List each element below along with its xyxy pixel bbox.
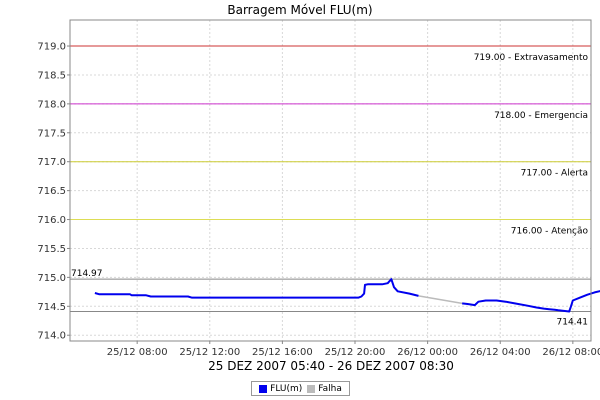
y-tick-label: 717.5: [37, 128, 66, 139]
legend-label-falha: Falha: [318, 383, 342, 394]
y-tick-label: 718.0: [37, 99, 66, 110]
y-tick-label: 716.0: [37, 215, 66, 226]
plot-background: [70, 20, 591, 341]
chart-title: Barragem Móvel FLU(m): [227, 3, 373, 17]
legend-swatch-flu: [259, 384, 268, 393]
series-line-flu-m: [94, 278, 419, 299]
y-tick-label: 715.0: [37, 273, 66, 284]
x-tick-label: 25/12 12:00: [179, 347, 240, 358]
legend-item-falha: Falha: [307, 384, 342, 394]
x-tick-label: 26/12 04:00: [470, 347, 531, 358]
y-tick-label: 714.0: [37, 331, 66, 342]
plot-border: [69, 19, 592, 342]
x-tick-label: 25/12 08:00: [107, 347, 168, 358]
max-label: 714.97: [71, 269, 103, 279]
plot-area: 714.0 714.5 715.0 715.5 716.0 716.5 717.0 717.5…: [37, 19, 600, 358]
legend-item-flu: FLU(m): [259, 384, 302, 394]
x-tick-label: 25/12 20:00: [325, 347, 386, 358]
threshold-label: 717.00 - Alerta: [521, 169, 588, 179]
min-label: 714.41: [557, 318, 589, 328]
legend-swatch-falha: [307, 384, 316, 393]
y-tick-label: 717.0: [37, 157, 66, 168]
threshold-label: 716.00 - Atenção: [511, 227, 589, 237]
x-tick-label: 25/12 16:00: [252, 347, 313, 358]
series-line-falha: [418, 295, 463, 305]
y-tick-label: 715.5: [37, 244, 66, 255]
series-line-flu-m: [461, 290, 600, 313]
legend-label-flu: FLU(m): [270, 383, 303, 394]
x-tick-label: 26/12 00:00: [397, 347, 458, 358]
y-tick-label: 714.5: [37, 302, 66, 313]
legend: FLU(m) Falha: [251, 381, 350, 396]
y-tick-label: 719.0: [37, 42, 66, 53]
y-tick-label: 716.5: [37, 186, 66, 197]
x-axis-label: 25 DEZ 2007 05:40 - 26 DEZ 2007 08:30: [208, 359, 454, 373]
y-tick-label: 718.5: [37, 70, 66, 81]
x-tick-label: 26/12 08:00: [542, 347, 600, 358]
threshold-label: 719.00 - Extravasamento: [474, 53, 589, 63]
threshold-label: 718.00 - Emergencia: [494, 111, 588, 121]
